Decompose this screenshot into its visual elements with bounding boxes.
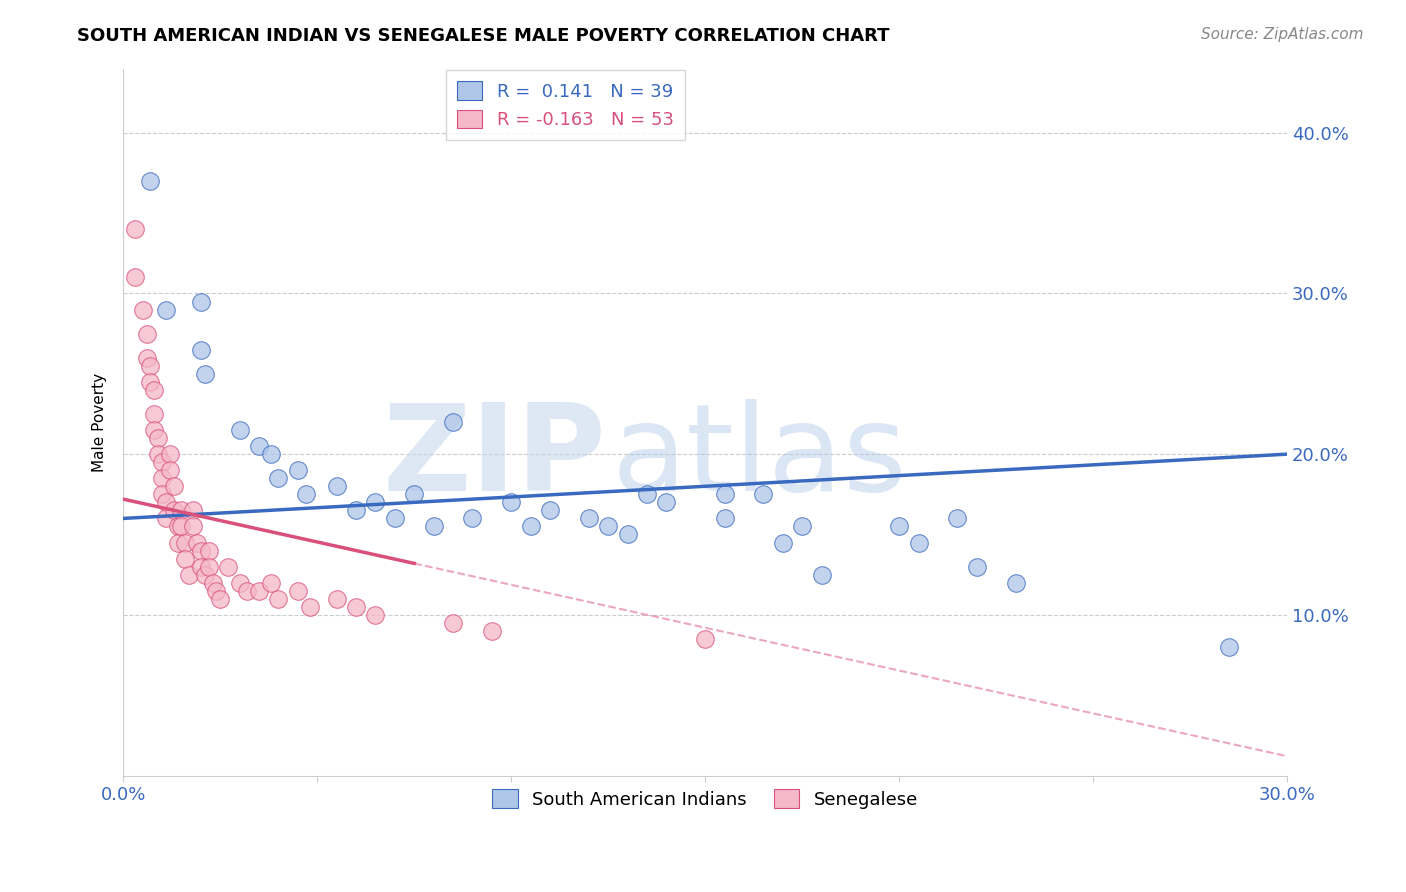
Point	[170, 519, 193, 533]
Point	[792, 519, 814, 533]
Point	[810, 567, 832, 582]
Point	[247, 583, 270, 598]
Point	[217, 559, 239, 574]
Point	[384, 511, 406, 525]
Legend: South American Indians, Senegalese: South American Indians, Senegalese	[485, 782, 925, 816]
Text: Source: ZipAtlas.com: Source: ZipAtlas.com	[1201, 27, 1364, 42]
Point	[772, 535, 794, 549]
Point	[364, 495, 387, 509]
Point	[197, 543, 219, 558]
Point	[170, 503, 193, 517]
Point	[946, 511, 969, 525]
Point	[1218, 640, 1240, 654]
Point	[150, 487, 173, 501]
Point	[209, 591, 232, 606]
Point	[422, 519, 444, 533]
Point	[179, 567, 201, 582]
Point	[461, 511, 484, 525]
Point	[139, 174, 162, 188]
Point	[364, 607, 387, 622]
Point	[752, 487, 775, 501]
Point	[267, 591, 290, 606]
Point	[441, 415, 464, 429]
Point	[247, 439, 270, 453]
Point	[538, 503, 561, 517]
Point	[190, 343, 212, 357]
Point	[124, 270, 146, 285]
Point	[267, 471, 290, 485]
Point	[190, 543, 212, 558]
Point	[966, 559, 988, 574]
Point	[616, 527, 638, 541]
Point	[155, 511, 177, 525]
Point	[143, 423, 166, 437]
Point	[655, 495, 678, 509]
Point	[201, 575, 224, 590]
Point	[481, 624, 503, 638]
Point	[598, 519, 620, 533]
Point	[190, 559, 212, 574]
Point	[344, 599, 367, 614]
Point	[325, 479, 347, 493]
Point	[190, 294, 212, 309]
Point	[139, 375, 162, 389]
Point	[139, 359, 162, 373]
Point	[298, 599, 321, 614]
Point	[166, 535, 188, 549]
Point	[287, 463, 309, 477]
Point	[155, 302, 177, 317]
Point	[186, 535, 208, 549]
Point	[135, 351, 157, 365]
Point	[1004, 575, 1026, 590]
Point	[143, 383, 166, 397]
Point	[124, 222, 146, 236]
Point	[150, 455, 173, 469]
Point	[260, 575, 283, 590]
Point	[889, 519, 911, 533]
Point	[159, 447, 181, 461]
Point	[228, 575, 250, 590]
Point	[294, 487, 316, 501]
Point	[713, 511, 735, 525]
Point	[174, 535, 197, 549]
Point	[163, 479, 186, 493]
Point	[148, 447, 170, 461]
Point	[695, 632, 717, 646]
Point	[163, 503, 186, 517]
Point	[166, 519, 188, 533]
Point	[325, 591, 347, 606]
Point	[236, 583, 259, 598]
Point	[344, 503, 367, 517]
Point	[501, 495, 523, 509]
Point	[260, 447, 283, 461]
Point	[519, 519, 541, 533]
Point	[205, 583, 228, 598]
Text: SOUTH AMERICAN INDIAN VS SENEGALESE MALE POVERTY CORRELATION CHART: SOUTH AMERICAN INDIAN VS SENEGALESE MALE…	[77, 27, 890, 45]
Point	[159, 463, 181, 477]
Point	[181, 519, 204, 533]
Point	[287, 583, 309, 598]
Y-axis label: Male Poverty: Male Poverty	[93, 373, 107, 472]
Point	[194, 567, 217, 582]
Point	[155, 495, 177, 509]
Point	[228, 423, 250, 437]
Point	[135, 326, 157, 341]
Point	[181, 503, 204, 517]
Point	[578, 511, 600, 525]
Point	[131, 302, 153, 317]
Text: atlas: atlas	[612, 399, 908, 516]
Point	[143, 407, 166, 421]
Point	[148, 431, 170, 445]
Point	[441, 615, 464, 630]
Point	[404, 487, 426, 501]
Point	[907, 535, 929, 549]
Point	[713, 487, 735, 501]
Point	[150, 471, 173, 485]
Point	[194, 367, 217, 381]
Point	[174, 551, 197, 566]
Text: ZIP: ZIP	[382, 399, 606, 516]
Point	[636, 487, 658, 501]
Point	[197, 559, 219, 574]
